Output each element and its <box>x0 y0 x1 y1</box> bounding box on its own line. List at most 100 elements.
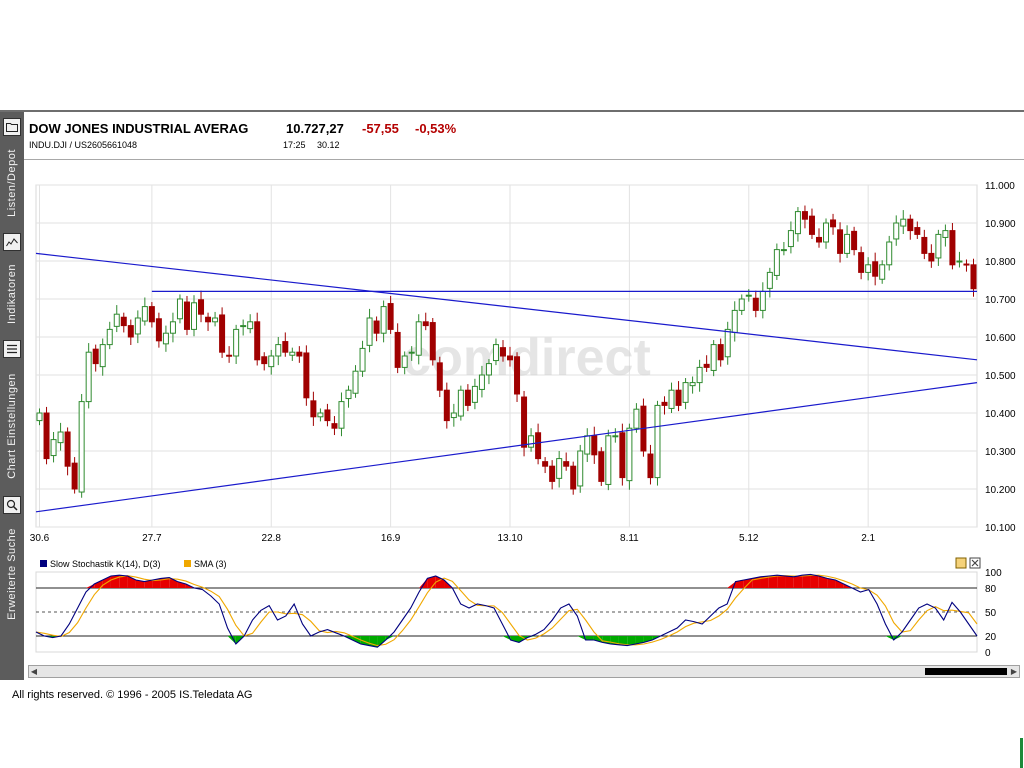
candle-body <box>92 348 99 365</box>
sidebar-item-erweiterte-suche[interactable]: Erweiterte Suche <box>0 518 24 630</box>
oversold-zone <box>510 636 519 643</box>
candle-body <box>268 355 275 368</box>
overbought-zone <box>827 578 836 588</box>
candle-body <box>507 355 514 361</box>
x-tick-label: 13.10 <box>497 533 522 544</box>
candle-body <box>148 306 155 323</box>
overbought-zone <box>94 580 103 588</box>
oversold-zone <box>227 636 236 644</box>
candle-body <box>696 366 703 384</box>
quote-time: 17:25 <box>283 140 306 150</box>
candle-body <box>724 328 731 358</box>
candle-body <box>514 356 521 395</box>
osc-y-tick-label: 0 <box>985 648 991 659</box>
candle-body <box>296 351 303 357</box>
overbought-zone <box>785 576 794 588</box>
candle-body <box>205 316 212 323</box>
oversold-zone <box>577 636 586 640</box>
oscillator-header <box>36 556 989 571</box>
stochastic-k-line <box>35 573 978 648</box>
overbought-zone <box>735 580 744 588</box>
candle-body <box>282 341 289 353</box>
candle-body <box>675 389 682 406</box>
magnifier-icon[interactable] <box>3 496 21 514</box>
indicator-chart-icon[interactable] <box>3 233 21 251</box>
scroll-right-arrow-icon[interactable]: ▶ <box>1010 667 1018 676</box>
candle-body <box>485 363 492 376</box>
candle-body <box>935 233 942 259</box>
legend-label-stochastic: Slow Stochastik K(14), D(3) <box>50 559 161 569</box>
candle-body <box>970 264 977 290</box>
chart-scrollbar[interactable]: ◀ ▶ <box>28 665 1020 678</box>
candle-body <box>85 351 92 403</box>
sidebar-item-label: Chart Einstellungen <box>6 373 18 479</box>
candle-body <box>921 236 928 254</box>
chart-area: 10.100 10.200 10.300 10.400 10.500 10.600 10.7… <box>24 160 1024 680</box>
oversold-zone <box>593 636 603 643</box>
candle-body <box>654 404 661 479</box>
quote-header: DOW JONES INDUSTRIAL AVERAG 10.727,27 -5… <box>24 112 1024 160</box>
oversold-zone <box>893 636 903 640</box>
candle-body <box>717 344 724 361</box>
x-tick-label: 30.6 <box>30 533 50 544</box>
y-tick-label: 11.000 <box>985 181 1015 192</box>
candle-body <box>345 389 352 400</box>
overbought-zone <box>102 576 111 588</box>
candle-body <box>837 229 844 254</box>
candle-body <box>127 325 134 338</box>
sma-line <box>35 574 978 647</box>
overbought-zone <box>777 575 786 588</box>
oversold-zone <box>643 636 653 643</box>
price-change-percent: -0,53% <box>415 121 457 136</box>
x-tick-label: 2.1 <box>861 533 875 544</box>
candle-body <box>289 351 296 356</box>
candle-body <box>794 211 801 235</box>
candle-body <box>612 435 619 438</box>
panel-settings-icon[interactable] <box>955 557 967 569</box>
candle-body <box>626 427 633 482</box>
candle-body <box>106 328 113 346</box>
candle-body <box>928 252 935 262</box>
candle-body <box>338 401 345 429</box>
overbought-zone <box>144 580 153 588</box>
candle-body <box>71 462 78 490</box>
sidebar-item-listen-depot[interactable]: Listen/Depot <box>0 140 24 226</box>
candle-body <box>64 431 71 467</box>
osc-y-tick-label: 50 <box>985 608 997 619</box>
candle-body <box>542 461 549 467</box>
trendline <box>35 252 978 361</box>
oversold-zone <box>585 636 594 640</box>
copyright-notice: All rights reserved. © 1996 - 2005 IS.Te… <box>12 689 253 701</box>
candle-body <box>942 230 949 238</box>
candle-body <box>478 374 485 390</box>
scroll-thumb[interactable] <box>925 668 1007 675</box>
candle-body <box>535 432 542 460</box>
instrument-symbol: INDU.DJI / US2605661048 <box>29 140 138 150</box>
candle-body <box>169 321 176 334</box>
sidebar-item-label: Erweiterte Suche <box>6 528 18 620</box>
scroll-left-arrow-icon[interactable]: ◀ <box>30 667 38 676</box>
y-tick-label: 10.300 <box>985 447 1016 458</box>
candle-body <box>120 316 127 327</box>
y-tick-label: 10.100 <box>985 523 1016 534</box>
candle-body <box>914 227 921 235</box>
candle-body <box>99 344 106 368</box>
sidebar: Listen/Depot Indikatoren Chart Einstellu… <box>0 112 24 680</box>
sidebar-item-indikatoren[interactable]: Indikatoren <box>0 255 24 333</box>
legend-swatch-sma <box>184 560 191 567</box>
folder-icon[interactable] <box>3 118 21 136</box>
candle-body <box>310 400 317 418</box>
overbought-zone <box>760 576 769 588</box>
candle-body <box>450 412 457 419</box>
x-tick-label: 27.7 <box>142 533 162 544</box>
overbought-zone <box>110 575 120 588</box>
candle-body <box>198 299 205 315</box>
x-tick-label: 8.11 <box>620 533 639 544</box>
sidebar-item-chart-einstellungen[interactable]: Chart Einstellungen <box>0 362 24 490</box>
candle-body <box>598 451 605 482</box>
candle-body <box>584 435 591 455</box>
candle-body <box>766 271 773 289</box>
settings-list-icon[interactable] <box>3 340 21 358</box>
candle-body <box>907 218 914 232</box>
candle-body <box>415 321 422 356</box>
